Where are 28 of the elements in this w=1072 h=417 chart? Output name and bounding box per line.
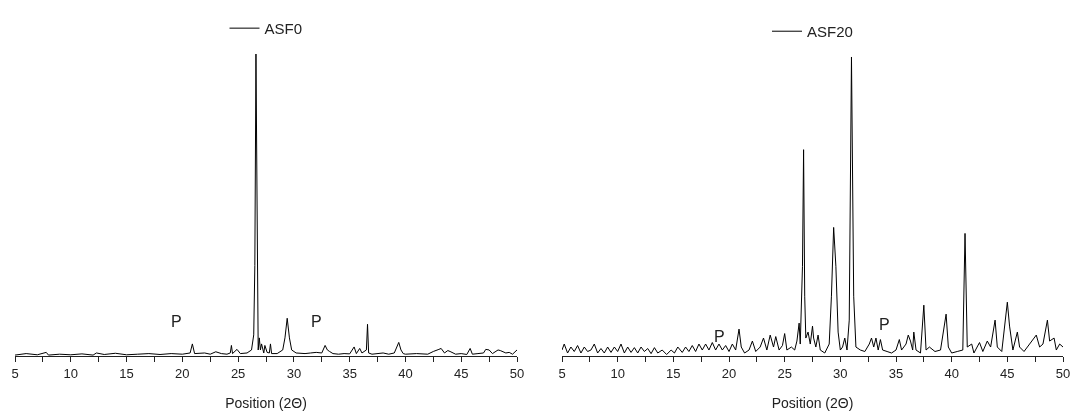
x-tick-label: 10 (610, 365, 625, 381)
x-axis-title: Position (2Θ) (225, 395, 307, 411)
x-tick-label: 15 (119, 365, 134, 381)
x-tick-label: 35 (888, 365, 904, 381)
x-tick-label: 15 (666, 365, 681, 381)
x-tick-label: 35 (342, 365, 357, 381)
annotation: P (879, 316, 890, 333)
legend-label: ASF0 (264, 20, 303, 37)
x-tick-label: 5 (558, 365, 566, 381)
x-tick-label: 40 (398, 365, 413, 381)
annotation: P (714, 328, 725, 345)
annotation: P (311, 313, 322, 330)
x-tick-label: 40 (944, 365, 959, 381)
x-tick-label: 50 (509, 365, 525, 381)
x-tick-label: 30 (286, 365, 302, 381)
x-tick-label: 20 (175, 365, 190, 381)
x-tick-label: 30 (833, 365, 848, 381)
x-tick-label: 45 (453, 365, 469, 381)
x-tick-label: 25 (230, 365, 246, 381)
x-tick-label: 5 (11, 365, 19, 381)
x-tick-label: 10 (63, 365, 79, 381)
x-tick-label: 20 (721, 365, 737, 381)
x-tick-label: 50 (1055, 365, 1071, 381)
x-axis-title: Position (2Θ) (771, 395, 854, 411)
x-tick-label: 25 (777, 365, 792, 381)
annotation: P (171, 313, 182, 330)
legend-label: ASF20 (807, 23, 853, 41)
x-tick-label: 45 (1000, 365, 1015, 381)
